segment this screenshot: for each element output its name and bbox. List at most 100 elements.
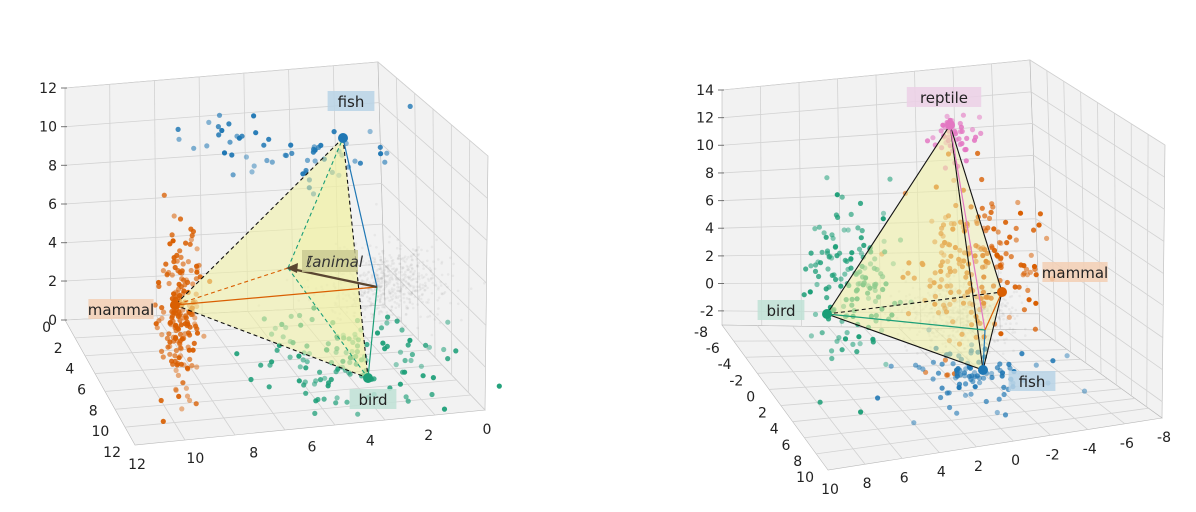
grid-line (863, 326, 977, 448)
mammal-point (178, 254, 184, 260)
bird-point (326, 380, 332, 386)
mammal-point (995, 229, 1001, 235)
embedding-cloud (386, 270, 390, 273)
right-3d-chart: -202468101214-8-6-4-20246810-8-6-4-20246… (694, 59, 1171, 498)
embedding-cloud (418, 283, 422, 286)
reptile-point (938, 128, 944, 134)
embedding-cloud (404, 270, 407, 274)
y-tick-label: 10 (796, 470, 814, 486)
bird-point (836, 335, 842, 341)
bird-point (441, 346, 447, 353)
embedding-cloud (389, 256, 393, 259)
grid-line (94, 349, 428, 374)
embedding-cloud (384, 285, 388, 289)
embedding-cloud (412, 285, 416, 288)
embedding-cloud (359, 292, 363, 296)
mammal-point (988, 209, 994, 215)
embedding-cloud (418, 288, 422, 292)
embedding-cloud (361, 259, 365, 263)
embedding-cloud (407, 268, 411, 271)
embedding-cloud (375, 246, 378, 249)
reptile-label-box (906, 87, 982, 107)
embedding-cloud (425, 264, 428, 268)
mammal-point (979, 284, 985, 290)
y-tick-label: -4 (718, 357, 732, 373)
mammal-point (989, 201, 995, 207)
mammal-point (160, 418, 166, 424)
embedding-cloud (449, 256, 452, 260)
embedding-cloud (411, 273, 415, 277)
embedding-cloud (392, 262, 396, 265)
fish-centroid (978, 365, 988, 375)
bird-point (402, 369, 408, 375)
embedding-cloud (988, 333, 992, 337)
fish-point (230, 172, 236, 178)
embedding-cloud (361, 273, 365, 277)
embedding-cloud (1001, 302, 1004, 305)
embedding-cloud (411, 258, 414, 262)
fish-point (997, 361, 1003, 367)
embedding-cloud (413, 295, 417, 299)
embedding-cloud (986, 315, 989, 318)
embedding-cloud (436, 313, 439, 316)
embedding-cloud (975, 309, 978, 312)
embedding-cloud (380, 260, 384, 264)
embedding-cloud (990, 308, 993, 312)
fish-point (191, 145, 197, 151)
embedding-cloud (419, 297, 423, 301)
fish-point (407, 103, 413, 109)
polytope-edge (174, 267, 289, 306)
embedding-cloud (1012, 349, 1015, 353)
embedding-cloud (406, 275, 410, 279)
embedding-cloud (379, 295, 383, 299)
fish-point (229, 152, 235, 158)
mammal-point (968, 204, 974, 210)
mammal-point (1027, 269, 1033, 275)
bird-point (848, 211, 854, 217)
embedding-cloud (371, 289, 374, 293)
mammal-point (171, 310, 177, 316)
embedding-cloud (1002, 297, 1005, 301)
bird-point (420, 373, 426, 379)
embedding-cloud (393, 270, 396, 274)
embedding-cloud (379, 285, 383, 288)
fish-point (983, 398, 989, 405)
vector-reptile (949, 124, 986, 331)
embedding-cloud (404, 273, 407, 277)
grid-line (721, 91, 1165, 178)
mammal-point (180, 380, 186, 386)
embedding-cloud (384, 280, 387, 283)
embedding-cloud (391, 278, 394, 281)
embedding-cloud (412, 289, 415, 292)
mammal-point (172, 353, 178, 359)
bird-point (834, 253, 840, 259)
embedding-cloud (421, 276, 424, 280)
fish-point (226, 121, 232, 127)
embedding-cloud (428, 266, 431, 270)
mammal-centroid (170, 300, 180, 310)
bird-point (883, 361, 889, 367)
embedding-cloud (360, 279, 363, 283)
embedding-cloud (416, 303, 420, 306)
mammal-point (185, 330, 192, 336)
bird-point (334, 395, 340, 401)
bird-point (858, 235, 864, 241)
mammal-point (183, 240, 189, 246)
embedding-cloud (391, 313, 394, 317)
embedding-cloud (386, 280, 390, 284)
embedding-cloud (976, 302, 979, 306)
embedding-cloud (1012, 290, 1016, 294)
bird-label-box (757, 300, 805, 320)
embedding-cloud (367, 299, 370, 303)
x-tick-label: 2 (424, 428, 433, 444)
embedding-cloud (392, 283, 396, 287)
embedding-cloud (394, 278, 398, 281)
fish-point (950, 361, 956, 367)
mammal-point (960, 187, 967, 193)
embedding-cloud (363, 289, 367, 293)
embedding-cloud (386, 274, 390, 278)
embedding-cloud (390, 277, 394, 280)
embedding-cloud (380, 269, 384, 272)
y-tick-label: 2 (54, 341, 63, 357)
bird-point (445, 319, 451, 325)
